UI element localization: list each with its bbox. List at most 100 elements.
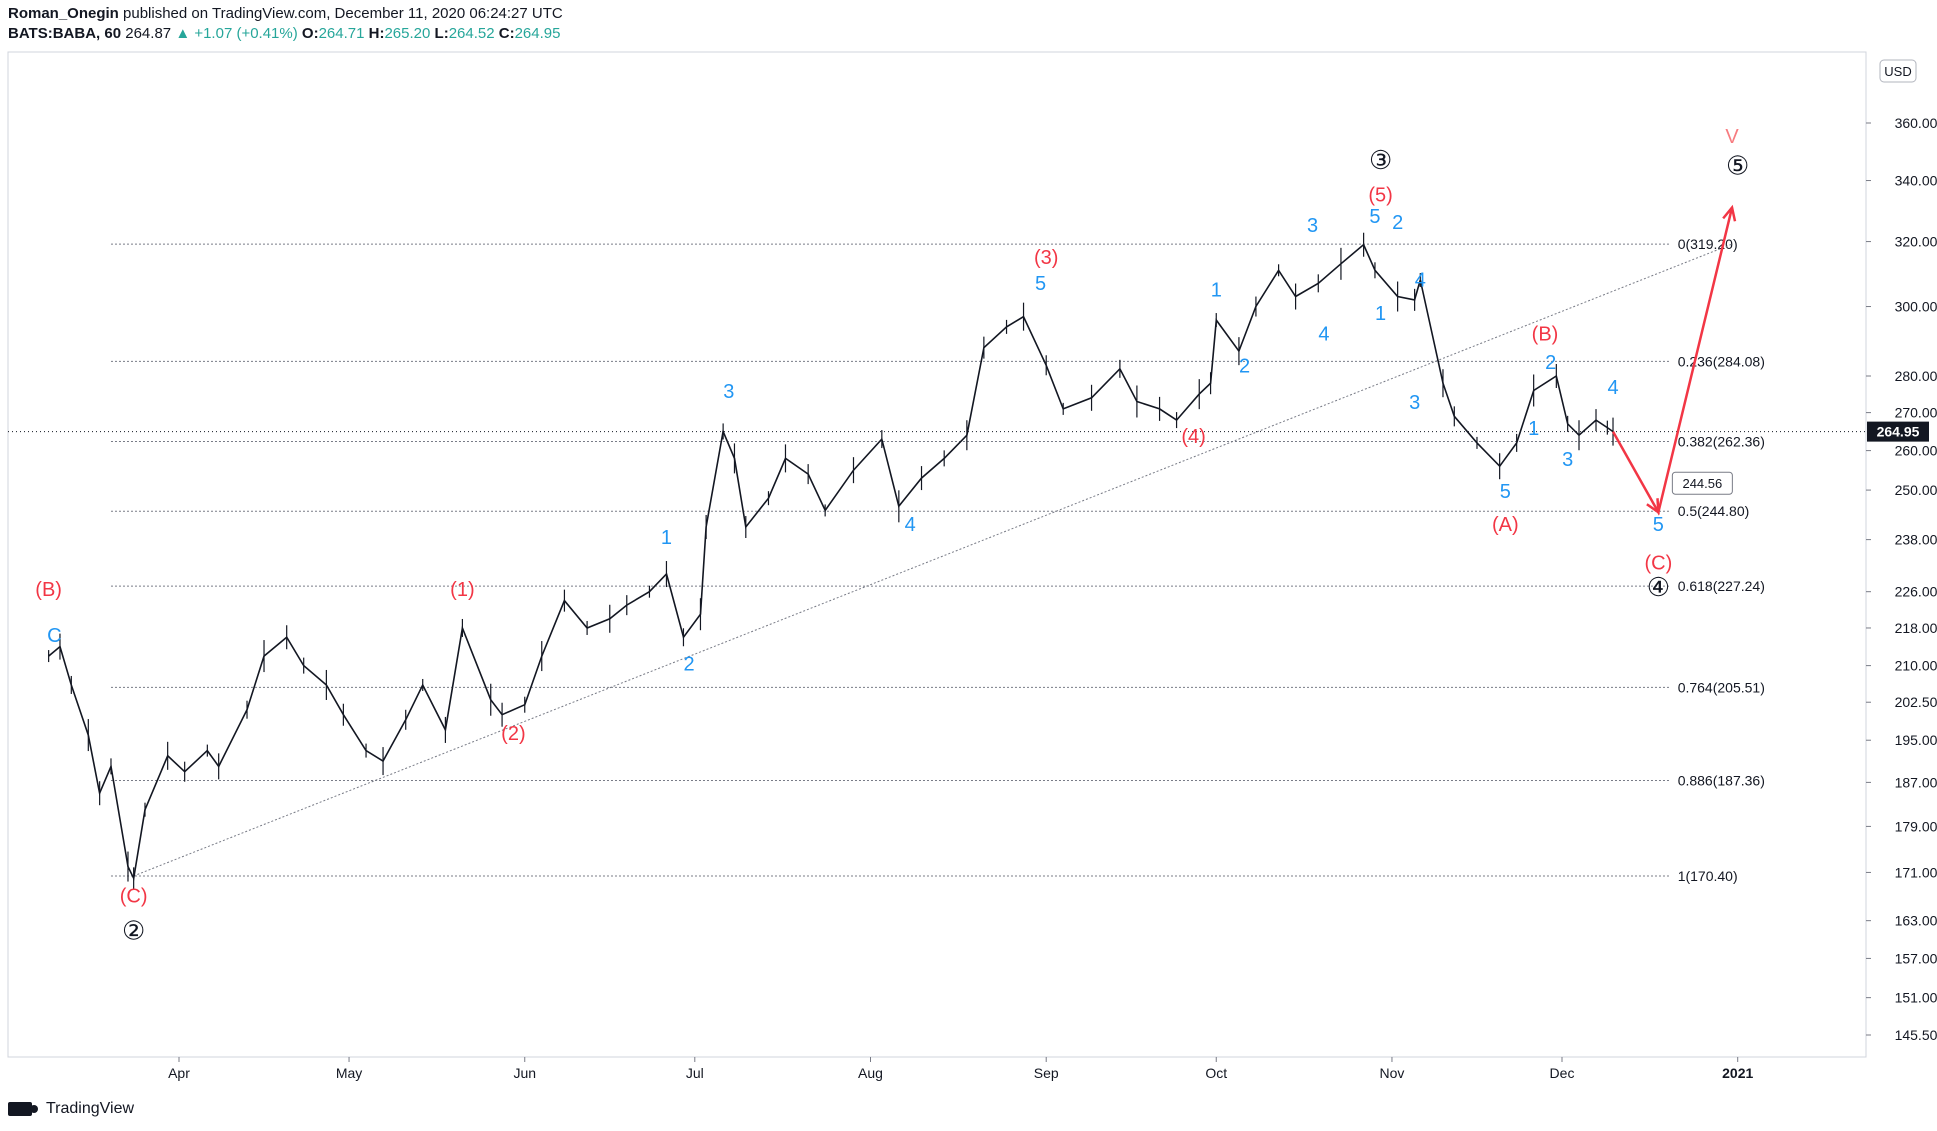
trend-line <box>133 243 1733 877</box>
brand-label: TradingView <box>46 1100 135 1117</box>
published-text: published on TradingView.com, December 1… <box>118 5 563 22</box>
target-callout-label: 244.56 <box>1682 476 1722 491</box>
fib-level-label: 0(319.20) <box>1678 236 1738 252</box>
wave-label: 4 <box>1318 324 1329 346</box>
wave-label: 5 <box>1653 514 1664 536</box>
wave-label: 3 <box>723 381 734 403</box>
publisher-name[interactable]: Roman_Onegin <box>8 5 119 22</box>
high-value: 265.20 <box>384 25 431 42</box>
wave-label: 1 <box>661 527 672 549</box>
wave-label: (4) <box>1181 426 1205 448</box>
wave-label: (1) <box>450 579 474 601</box>
y-tick-label: 179.00 <box>1895 818 1937 834</box>
wave-label: (3) <box>1034 247 1058 269</box>
y-tick-label: 151.00 <box>1895 990 1937 1006</box>
y-tick-label: 171.00 <box>1895 864 1937 880</box>
y-tick-label: 260.00 <box>1895 443 1937 459</box>
wave-label: (C) <box>1644 553 1672 575</box>
wave-label: (B) <box>35 579 62 601</box>
y-tick-label: 163.00 <box>1895 913 1937 929</box>
y-tick-label: 202.50 <box>1895 694 1937 710</box>
x-tick-label: Jul <box>686 1065 704 1081</box>
x-tick-label: Aug <box>858 1065 883 1081</box>
wave-label: ⑤ <box>1726 151 1749 181</box>
currency-label: USD <box>1884 64 1911 79</box>
y-tick-label: 280.00 <box>1895 368 1937 384</box>
wave-label: 3 <box>1307 215 1318 237</box>
current-price-badge <box>1867 421 1929 442</box>
price-series-line <box>48 243 1614 881</box>
y-tick-label: 250.00 <box>1895 482 1937 498</box>
wave-label: 2 <box>1392 212 1403 234</box>
symbol-label[interactable]: BATS:BABA, 60 <box>8 25 122 42</box>
y-tick-label: 340.00 <box>1895 173 1937 189</box>
wave-label: (B) <box>1532 324 1559 346</box>
price-change: ▲ +1.07 (+0.41%) <box>175 25 298 42</box>
wave-label: V <box>1725 126 1739 148</box>
wave-label: 3 <box>1409 392 1420 414</box>
y-tick-label: 145.50 <box>1895 1027 1937 1043</box>
plot-frame <box>7 51 1867 1058</box>
y-tick-label: 300.00 <box>1895 299 1937 315</box>
wave-label: 1 <box>1211 280 1222 302</box>
projection-arrowhead-up <box>1722 204 1737 222</box>
x-tick-label: Oct <box>1205 1065 1227 1081</box>
wave-label: (2) <box>501 723 525 745</box>
y-tick-label: 320.00 <box>1895 234 1937 250</box>
high-label: H: <box>368 25 385 42</box>
y-tick-label: 210.00 <box>1895 658 1937 674</box>
wave-label: 2 <box>1545 352 1556 374</box>
projection-arrowhead-down <box>1646 498 1660 515</box>
wave-label: 3 <box>1562 449 1573 471</box>
wave-label: 4 <box>1415 270 1426 292</box>
wave-label: 5 <box>1500 481 1511 503</box>
tradingview-logo-icon <box>8 1102 38 1116</box>
x-tick-label: Sep <box>1034 1065 1059 1081</box>
x-tick-label: Nov <box>1380 1065 1405 1081</box>
fib-level-label: 0.5(244.80) <box>1678 503 1750 519</box>
fib-level-label: 0.382(262.36) <box>1678 434 1765 450</box>
fib-level-label: 1(170.40) <box>1678 868 1738 884</box>
tradingview-branding: TradingView <box>8 1100 134 1118</box>
y-tick-label: 226.00 <box>1895 584 1937 600</box>
low-value: 264.52 <box>448 25 495 42</box>
wave-label: ④ <box>1647 572 1670 602</box>
last-price: 264.87 <box>125 25 172 42</box>
y-tick-label: 195.00 <box>1895 732 1937 748</box>
publisher-line: Roman_Onegin published on TradingView.co… <box>8 4 563 24</box>
wave-label: (5) <box>1368 184 1392 206</box>
wave-label: ③ <box>1369 145 1392 175</box>
wave-label: (A) <box>1492 514 1519 536</box>
wave-label: 2 <box>1239 355 1250 377</box>
y-tick-label: 238.00 <box>1895 532 1937 548</box>
close-label: C: <box>498 25 515 42</box>
wave-label: C <box>47 625 61 647</box>
wave-label: 5 <box>1035 273 1046 295</box>
target-callout-box <box>1671 471 1733 495</box>
y-tick-label: 360.00 <box>1895 115 1937 131</box>
x-tick-label: 2021 <box>1722 1065 1753 1081</box>
x-tick-label: Dec <box>1550 1065 1575 1081</box>
fib-level-label: 0.236(284.08) <box>1678 353 1765 369</box>
current-price-label: 264.95 <box>1877 424 1920 440</box>
wave-label: 4 <box>905 514 916 536</box>
open-label: O: <box>301 25 319 42</box>
fib-level-label: 0.618(227.24) <box>1678 578 1765 594</box>
y-tick-label: 187.00 <box>1895 774 1937 790</box>
low-label: L: <box>434 25 449 42</box>
wave-label: 2 <box>684 653 695 675</box>
x-tick-label: Jun <box>513 1065 536 1081</box>
open-value: 264.71 <box>318 25 365 42</box>
wave-label: ② <box>122 915 145 945</box>
wave-label: 5 <box>1369 206 1380 228</box>
y-tick-label: 270.00 <box>1895 405 1937 421</box>
y-tick-label: 157.00 <box>1895 950 1937 966</box>
currency-badge <box>1879 59 1917 83</box>
wave-label: (C) <box>120 885 148 907</box>
y-tick-label: 218.00 <box>1895 620 1937 636</box>
chart-header: Roman_Onegin published on TradingView.co… <box>8 4 563 44</box>
close-value: 264.95 <box>514 25 561 42</box>
wave-label: 1 <box>1528 418 1539 440</box>
ohlc-line: BATS:BABA, 60 264.87 ▲ +1.07 (+0.41%) O:… <box>8 24 563 44</box>
